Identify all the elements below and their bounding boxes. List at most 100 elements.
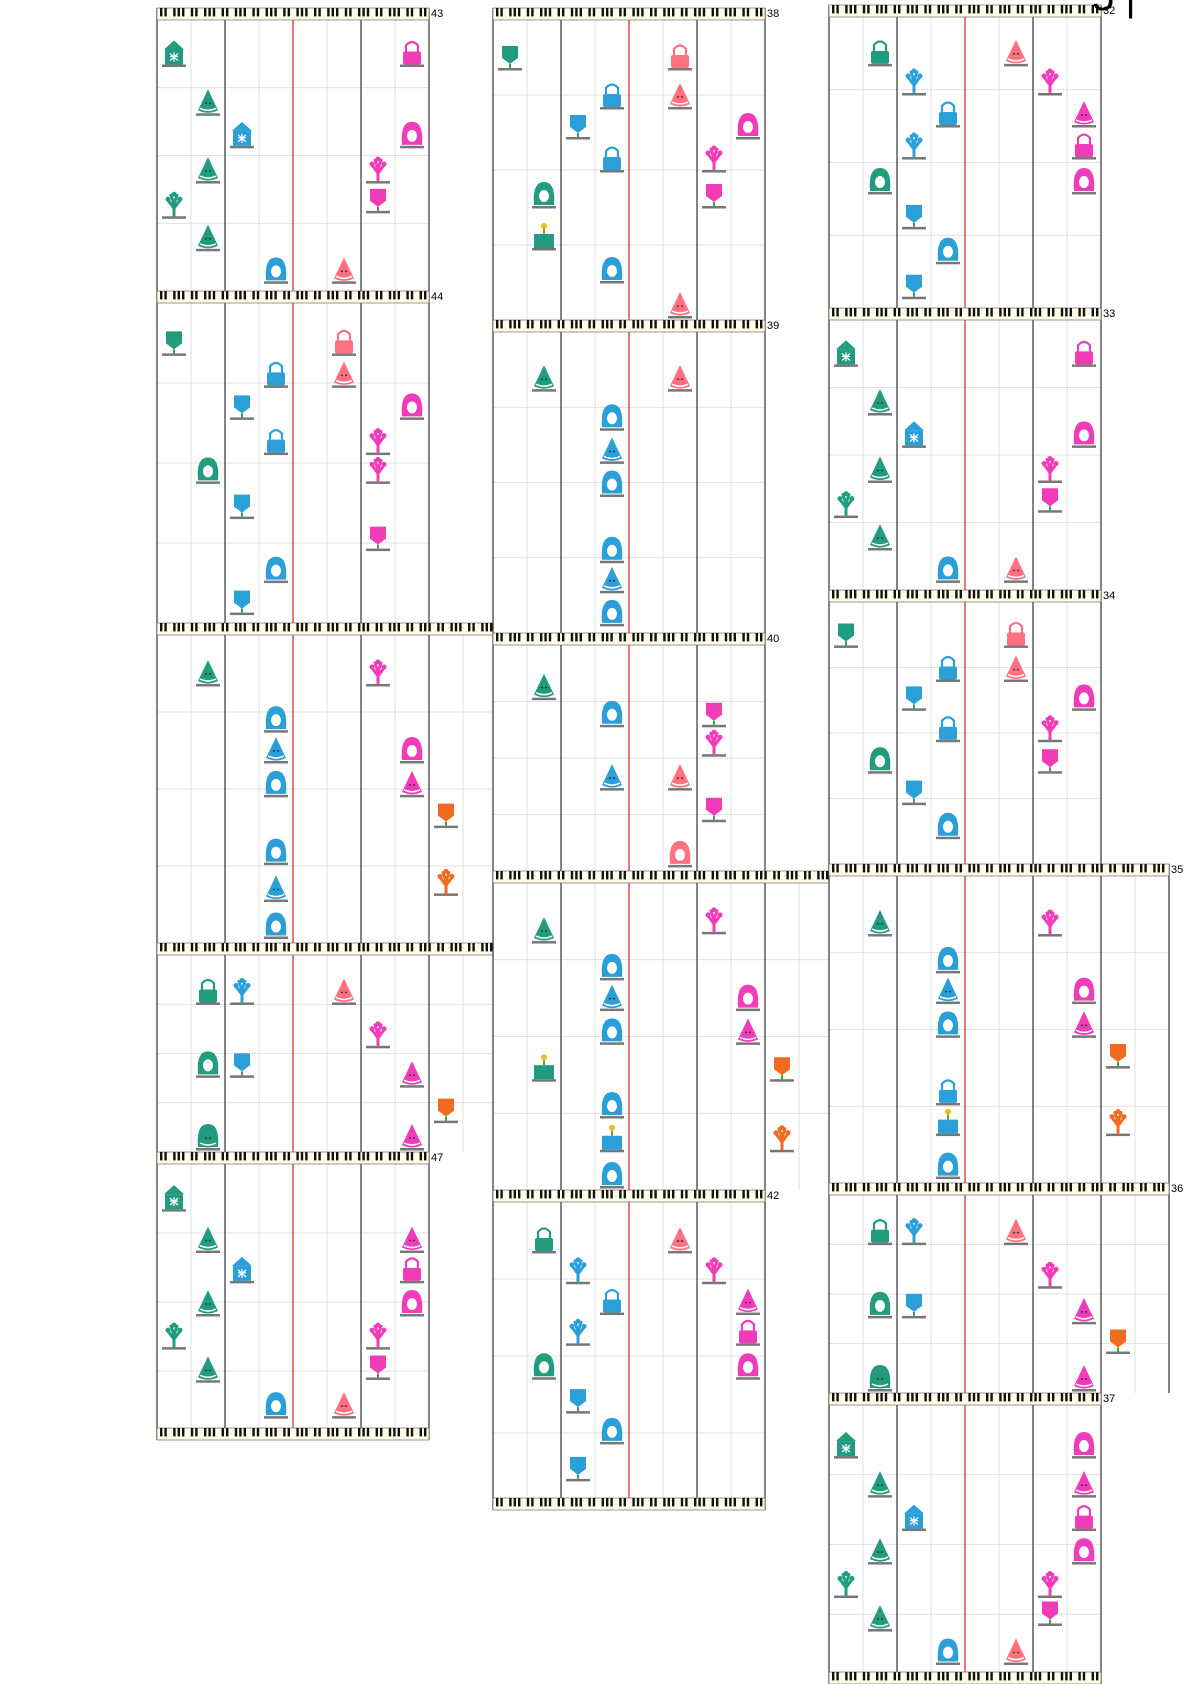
hair-icon [936,1011,960,1038]
coral-icon [1038,1261,1062,1289]
watermelon-icon [196,157,220,184]
hair-icon [264,912,288,940]
page-corner-mark: 5 | [1092,0,1136,19]
hair-icon [600,536,624,564]
watermelon-icon [600,764,624,791]
watermelon-icon [196,89,220,116]
watermelon-icon [532,917,556,944]
hair-icon [532,1353,556,1380]
flower-icon [834,623,858,648]
flower-icon [1038,1601,1062,1626]
flower-icon [702,702,726,728]
hair-icon [400,121,424,149]
hair-icon [600,599,624,627]
watermelon-icon [196,659,220,687]
hair-icon [196,1051,220,1078]
column-right: 32 33 34 35 36 37 [828,4,1183,1684]
hair-icon [600,953,624,981]
coral-icon [566,1318,590,1346]
lock-icon [1072,1505,1096,1532]
measure-number: 32 [1103,5,1115,17]
flower-icon [1038,749,1062,774]
hair-icon [1072,1432,1096,1459]
watermelon-icon [332,361,356,388]
hair-icon [736,113,760,140]
hair-icon [400,1290,424,1317]
flower-icon [902,1293,926,1319]
measure: 46 [156,942,511,1152]
watermelon-icon [1004,39,1028,67]
watermelon-icon [400,1226,424,1254]
watermelon-icon [196,1356,220,1383]
lock-icon [868,1219,892,1246]
flower-icon [1106,1329,1130,1355]
lock-icon [400,40,424,68]
watermelon-icon [868,1538,892,1565]
coral-icon [902,1218,926,1246]
watermelon-icon [332,257,356,284]
hair-icon [600,470,624,497]
coral-icon [230,977,254,1005]
lock-icon [532,1227,556,1254]
coral-icon [366,1021,390,1049]
lock-icon [600,146,624,173]
cake-icon [532,223,556,251]
lock-icon [264,429,288,456]
hair-icon [868,747,892,774]
hair-icon [1072,167,1096,195]
coral-icon [566,1257,590,1285]
watermelon-icon [264,875,288,903]
hair-icon [936,1638,960,1666]
hair-icon [600,404,624,431]
cake-icon [532,1054,556,1082]
measure-number: 33 [1103,308,1115,320]
measure: 47 [156,1151,443,1440]
hair-icon [264,556,288,584]
watermelon-icon [1004,1218,1028,1246]
watermelon-icon [668,83,692,110]
hair-icon [936,556,960,583]
flower-icon [230,494,254,520]
coral-icon [834,491,858,519]
watermelon-icon [668,292,692,319]
coral-icon [1038,68,1062,96]
watermelon-icon [332,1392,356,1419]
measure: 38 [492,7,779,320]
measure: 32 [828,4,1115,308]
cake-icon [600,1124,624,1153]
flower-icon [902,686,926,711]
measure: 35 [828,863,1183,1183]
lock-icon [868,40,892,67]
hair-icon [600,257,624,284]
measure-number: 34 [1103,590,1115,602]
watermelon-icon [600,437,624,464]
measure: 42 [492,1189,779,1510]
coral-icon [1038,909,1062,937]
watermelon-icon [736,1018,760,1045]
flower-icon [162,331,186,356]
measure-number: 47 [431,1152,443,1164]
house-icon [834,340,858,367]
coral-icon [702,729,726,757]
hair-icon [600,1092,624,1119]
flower-icon [566,115,590,140]
hair-icon [264,838,288,866]
flower-icon [230,590,254,616]
coral-icon [1038,1571,1062,1599]
hair-icon [1072,977,1096,1005]
watermelon-icon [1072,1011,1096,1038]
hair-icon [936,237,960,265]
lock-icon [400,1257,424,1284]
hair-icon [264,706,288,733]
lock-icon [1004,621,1028,648]
watermelon-icon [1072,1471,1096,1498]
hair-icon [264,770,288,798]
lock-icon [1072,340,1096,367]
coral-icon [770,1125,794,1153]
flower-icon [1106,1044,1130,1069]
coral-icon [366,456,390,484]
coral-icon [702,1257,726,1285]
watermelon-icon [1004,1638,1028,1666]
hair-icon [936,1152,960,1180]
lock-icon [936,655,960,682]
